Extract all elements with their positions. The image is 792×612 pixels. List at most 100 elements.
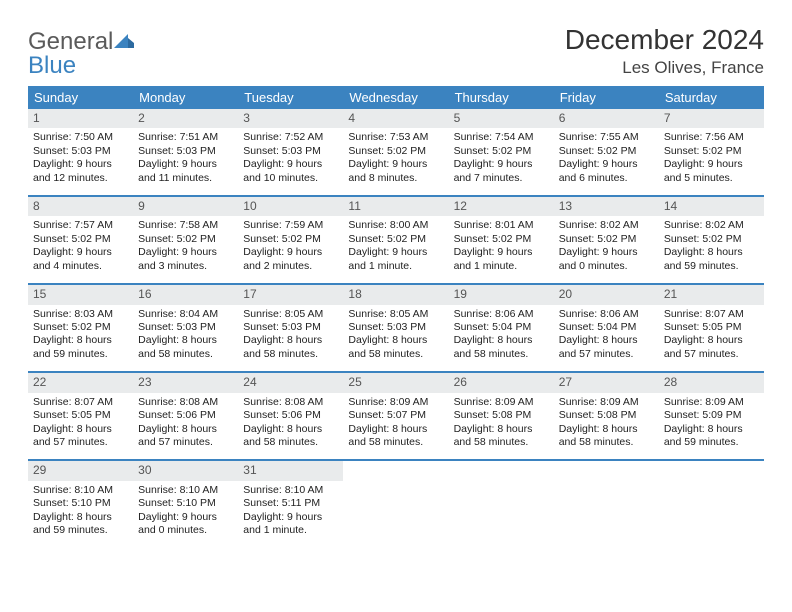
week-row: 29Sunrise: 8:10 AMSunset: 5:10 PMDayligh… <box>28 459 764 541</box>
sunrise-line: Sunrise: 8:05 AM <box>243 308 338 321</box>
sunrise-line: Sunrise: 8:10 AM <box>33 484 128 497</box>
sunrise-line: Sunrise: 7:55 AM <box>559 131 654 144</box>
sunset-line: Sunset: 5:03 PM <box>243 321 338 334</box>
day-body: Sunrise: 8:10 AMSunset: 5:11 PMDaylight:… <box>238 481 343 542</box>
day-of-week-header: Sunday <box>28 86 133 109</box>
sunset-line: Sunset: 5:02 PM <box>559 233 654 246</box>
day-number: 28 <box>659 373 764 392</box>
day-body: Sunrise: 8:07 AMSunset: 5:05 PMDaylight:… <box>659 305 764 366</box>
day-number: 20 <box>554 285 659 304</box>
month-title: December 2024 <box>565 24 764 56</box>
day-body: Sunrise: 8:08 AMSunset: 5:06 PMDaylight:… <box>238 393 343 454</box>
week-row: 22Sunrise: 8:07 AMSunset: 5:05 PMDayligh… <box>28 371 764 453</box>
day-body: Sunrise: 7:55 AMSunset: 5:02 PMDaylight:… <box>554 128 659 189</box>
day-number: 8 <box>28 197 133 216</box>
sunset-line: Sunset: 5:02 PM <box>664 145 759 158</box>
daylight-line: Daylight: 8 hours and 58 minutes. <box>348 334 443 361</box>
day-cell: 11Sunrise: 8:00 AMSunset: 5:02 PMDayligh… <box>343 197 448 277</box>
sunrise-line: Sunrise: 7:53 AM <box>348 131 443 144</box>
sunrise-line: Sunrise: 8:10 AM <box>243 484 338 497</box>
brand-word-1: General <box>28 28 113 55</box>
day-body: Sunrise: 8:00 AMSunset: 5:02 PMDaylight:… <box>343 216 448 277</box>
day-cell: 12Sunrise: 8:01 AMSunset: 5:02 PMDayligh… <box>449 197 554 277</box>
day-body: Sunrise: 8:04 AMSunset: 5:03 PMDaylight:… <box>133 305 238 366</box>
daylight-line: Daylight: 9 hours and 3 minutes. <box>138 246 233 273</box>
sunrise-line: Sunrise: 8:06 AM <box>559 308 654 321</box>
sunrise-line: Sunrise: 7:50 AM <box>33 131 128 144</box>
daylight-line: Daylight: 8 hours and 58 minutes. <box>138 334 233 361</box>
daylight-line: Daylight: 9 hours and 7 minutes. <box>454 158 549 185</box>
day-number: 19 <box>449 285 554 304</box>
day-cell: 13Sunrise: 8:02 AMSunset: 5:02 PMDayligh… <box>554 197 659 277</box>
sunrise-line: Sunrise: 8:02 AM <box>664 219 759 232</box>
daylight-line: Daylight: 8 hours and 58 minutes. <box>454 423 549 450</box>
day-number: 17 <box>238 285 343 304</box>
sunset-line: Sunset: 5:08 PM <box>454 409 549 422</box>
day-body: Sunrise: 7:56 AMSunset: 5:02 PMDaylight:… <box>659 128 764 189</box>
day-of-week-header-row: SundayMondayTuesdayWednesdayThursdayFrid… <box>28 86 764 109</box>
day-body: Sunrise: 8:07 AMSunset: 5:05 PMDaylight:… <box>28 393 133 454</box>
sunrise-line: Sunrise: 8:10 AM <box>138 484 233 497</box>
sunset-line: Sunset: 5:03 PM <box>348 321 443 334</box>
daylight-line: Daylight: 8 hours and 57 minutes. <box>33 423 128 450</box>
sunset-line: Sunset: 5:06 PM <box>243 409 338 422</box>
sunrise-line: Sunrise: 8:05 AM <box>348 308 443 321</box>
sunrise-line: Sunrise: 8:01 AM <box>454 219 549 232</box>
daylight-line: Daylight: 9 hours and 0 minutes. <box>559 246 654 273</box>
day-body: Sunrise: 8:05 AMSunset: 5:03 PMDaylight:… <box>238 305 343 366</box>
day-cell: 26Sunrise: 8:09 AMSunset: 5:08 PMDayligh… <box>449 373 554 453</box>
sunrise-line: Sunrise: 8:03 AM <box>33 308 128 321</box>
sunrise-line: Sunrise: 7:57 AM <box>33 219 128 232</box>
brand-word-2: Blue <box>28 52 76 79</box>
day-body: Sunrise: 8:08 AMSunset: 5:06 PMDaylight:… <box>133 393 238 454</box>
daylight-line: Daylight: 9 hours and 1 minute. <box>243 511 338 538</box>
day-body: Sunrise: 8:09 AMSunset: 5:09 PMDaylight:… <box>659 393 764 454</box>
sunset-line: Sunset: 5:09 PM <box>664 409 759 422</box>
sunrise-line: Sunrise: 8:07 AM <box>664 308 759 321</box>
sunset-line: Sunset: 5:02 PM <box>454 145 549 158</box>
day-body: Sunrise: 8:06 AMSunset: 5:04 PMDaylight:… <box>554 305 659 366</box>
week-row: 8Sunrise: 7:57 AMSunset: 5:02 PMDaylight… <box>28 195 764 277</box>
empty-cell <box>659 461 764 541</box>
day-cell: 22Sunrise: 8:07 AMSunset: 5:05 PMDayligh… <box>28 373 133 453</box>
sunrise-line: Sunrise: 8:04 AM <box>138 308 233 321</box>
daylight-line: Daylight: 9 hours and 12 minutes. <box>33 158 128 185</box>
daylight-line: Daylight: 9 hours and 1 minute. <box>454 246 549 273</box>
daylight-line: Daylight: 8 hours and 57 minutes. <box>664 334 759 361</box>
sunrise-line: Sunrise: 8:09 AM <box>559 396 654 409</box>
sunrise-line: Sunrise: 7:58 AM <box>138 219 233 232</box>
day-body: Sunrise: 8:03 AMSunset: 5:02 PMDaylight:… <box>28 305 133 366</box>
day-of-week-header: Friday <box>554 86 659 109</box>
day-number: 26 <box>449 373 554 392</box>
day-body: Sunrise: 8:09 AMSunset: 5:08 PMDaylight:… <box>449 393 554 454</box>
day-body: Sunrise: 8:10 AMSunset: 5:10 PMDaylight:… <box>28 481 133 542</box>
day-cell: 20Sunrise: 8:06 AMSunset: 5:04 PMDayligh… <box>554 285 659 365</box>
day-number: 16 <box>133 285 238 304</box>
daylight-line: Daylight: 8 hours and 59 minutes. <box>664 423 759 450</box>
brand-logo: General Blue <box>28 30 135 78</box>
day-body: Sunrise: 8:06 AMSunset: 5:04 PMDaylight:… <box>449 305 554 366</box>
title-block: December 2024 Les Olives, France <box>565 24 764 78</box>
day-of-week-header: Wednesday <box>343 86 448 109</box>
daylight-line: Daylight: 9 hours and 0 minutes. <box>138 511 233 538</box>
sunset-line: Sunset: 5:03 PM <box>138 321 233 334</box>
sunrise-line: Sunrise: 8:00 AM <box>348 219 443 232</box>
day-body: Sunrise: 8:10 AMSunset: 5:10 PMDaylight:… <box>133 481 238 542</box>
day-cell: 6Sunrise: 7:55 AMSunset: 5:02 PMDaylight… <box>554 109 659 189</box>
day-body: Sunrise: 8:05 AMSunset: 5:03 PMDaylight:… <box>343 305 448 366</box>
day-body: Sunrise: 8:02 AMSunset: 5:02 PMDaylight:… <box>554 216 659 277</box>
day-cell: 1Sunrise: 7:50 AMSunset: 5:03 PMDaylight… <box>28 109 133 189</box>
day-cell: 31Sunrise: 8:10 AMSunset: 5:11 PMDayligh… <box>238 461 343 541</box>
day-cell: 18Sunrise: 8:05 AMSunset: 5:03 PMDayligh… <box>343 285 448 365</box>
day-cell: 3Sunrise: 7:52 AMSunset: 5:03 PMDaylight… <box>238 109 343 189</box>
week-row: 15Sunrise: 8:03 AMSunset: 5:02 PMDayligh… <box>28 283 764 365</box>
sunset-line: Sunset: 5:02 PM <box>664 233 759 246</box>
brand-triangle-icon <box>113 31 135 49</box>
day-cell: 7Sunrise: 7:56 AMSunset: 5:02 PMDaylight… <box>659 109 764 189</box>
sunset-line: Sunset: 5:04 PM <box>559 321 654 334</box>
day-number: 9 <box>133 197 238 216</box>
calendar-page: General Blue December 2024 Les Olives, F… <box>0 0 792 562</box>
daylight-line: Daylight: 8 hours and 58 minutes. <box>243 423 338 450</box>
day-cell: 28Sunrise: 8:09 AMSunset: 5:09 PMDayligh… <box>659 373 764 453</box>
day-number: 24 <box>238 373 343 392</box>
